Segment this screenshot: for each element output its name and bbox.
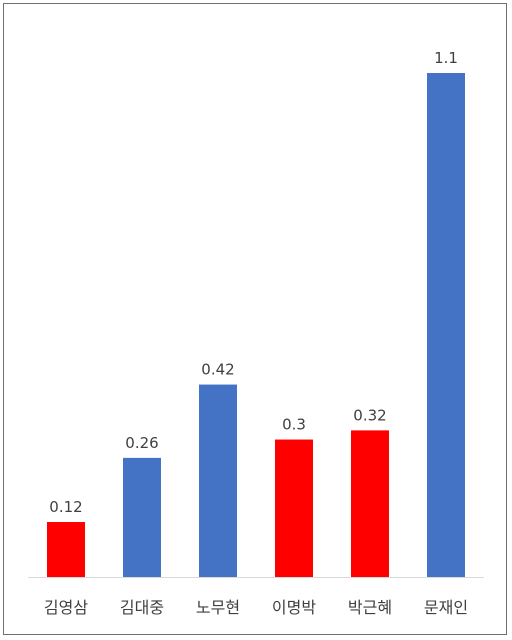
category-label-2: 김대중 <box>120 598 164 617</box>
category-label-3: 노무현 <box>196 598 240 617</box>
category-label-1: 김영삼 <box>44 598 88 617</box>
chart-frame <box>3 3 507 635</box>
bar-6 <box>427 73 465 577</box>
category-labels-group: 김영삼 김대중 노무현 이명박 박근혜 문재인 <box>44 598 468 617</box>
category-label-5: 박근혜 <box>348 598 392 617</box>
bars-group <box>47 73 465 577</box>
bar-1 <box>47 522 85 577</box>
value-label-4: 0.3 <box>282 416 306 434</box>
value-labels-group: 0.12 0.26 0.42 0.3 0.32 1.1 <box>49 49 458 516</box>
value-label-5: 0.32 <box>353 406 386 424</box>
bar-2 <box>123 457 161 577</box>
value-label-1: 0.12 <box>49 498 82 516</box>
value-label-6: 1.1 <box>434 49 458 67</box>
category-label-6: 문재인 <box>424 598 468 617</box>
bar-3 <box>199 384 237 577</box>
value-label-3: 0.42 <box>201 361 234 379</box>
value-label-2: 0.26 <box>125 434 158 452</box>
category-label-4: 이명박 <box>272 598 316 617</box>
bar-5 <box>351 430 389 577</box>
bar-4 <box>275 439 313 577</box>
